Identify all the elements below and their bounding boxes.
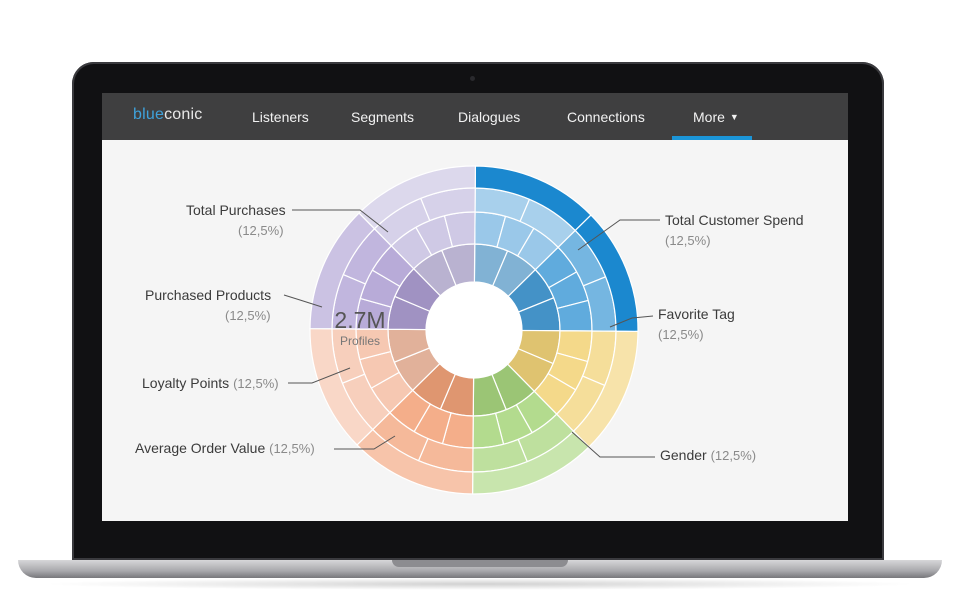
nav-more-label: More xyxy=(693,109,725,125)
label-purchased-products-percent: (12,5%) xyxy=(225,308,271,323)
laptop-shadow xyxy=(40,578,920,590)
label-loyalty-points-name: Loyalty Points xyxy=(142,375,230,391)
blueconic-logo[interactable]: blueconic xyxy=(133,106,202,124)
label-average-order-value-percent: (12,5%) xyxy=(269,441,315,456)
leader-lines xyxy=(283,209,660,458)
top-navbar: blueconic Listeners Segments Dialogues C… xyxy=(102,93,848,140)
center-profile-label: Profiles xyxy=(339,334,380,348)
leader-line-favorite-tag xyxy=(609,315,654,328)
leader-line-total-purchases xyxy=(292,209,389,233)
label-favorite-tag-percent: (12,5%) xyxy=(658,327,704,342)
sunburst-segment-8-ring-4-part-1[interactable] xyxy=(358,165,477,230)
nav-item-more[interactable]: More ▼ xyxy=(693,109,739,125)
label-total-customer-spend-percent: (12,5%) xyxy=(665,233,711,248)
label-average-order-value: Average Order Value (12,5%) xyxy=(135,440,315,456)
logo-text-blue: blue xyxy=(133,106,165,123)
logo-text-conic: conic xyxy=(164,106,203,123)
nav-item-connections[interactable]: Connections xyxy=(567,109,645,125)
label-gender-name: Gender xyxy=(660,447,707,463)
leader-line-purchased-products xyxy=(283,294,323,308)
label-loyalty-points: Loyalty Points (12,5%) xyxy=(142,375,279,391)
label-purchased-products: Purchased Products xyxy=(145,287,272,303)
label-gender: Gender (12,5%) xyxy=(660,447,756,463)
leader-line-average-order-value xyxy=(334,435,396,450)
label-gender-percent: (12,5%) xyxy=(710,448,757,463)
caret-down-icon: ▼ xyxy=(729,112,739,122)
label-average-order-value-name: Average Order Value xyxy=(135,440,266,456)
leader-line-total-customer-spend xyxy=(577,219,660,251)
nav-item-listeners[interactable]: Listeners xyxy=(252,109,309,125)
camera-icon xyxy=(470,76,475,81)
sunburst-rings xyxy=(309,165,639,495)
leader-line-loyalty-points xyxy=(288,367,351,384)
leader-line-gender xyxy=(571,431,655,458)
nav-active-indicator xyxy=(672,136,752,140)
laptop-hinge-notch xyxy=(392,560,568,567)
label-favorite-tag: Favorite Tag xyxy=(658,306,735,322)
center-profile-count: 2.7M xyxy=(334,307,386,333)
chart-center-hole xyxy=(426,282,522,378)
nav-item-dialogues[interactable]: Dialogues xyxy=(458,109,521,125)
label-total-purchases-percent: (12,5%) xyxy=(238,223,284,238)
label-loyalty-points-percent: (12,5%) xyxy=(233,376,279,391)
label-total-purchases: Total Purchases xyxy=(186,202,286,218)
nav-item-segments[interactable]: Segments xyxy=(351,109,415,125)
label-total-customer-spend: Total Customer Spend xyxy=(665,212,804,228)
laptop-base xyxy=(18,560,942,578)
